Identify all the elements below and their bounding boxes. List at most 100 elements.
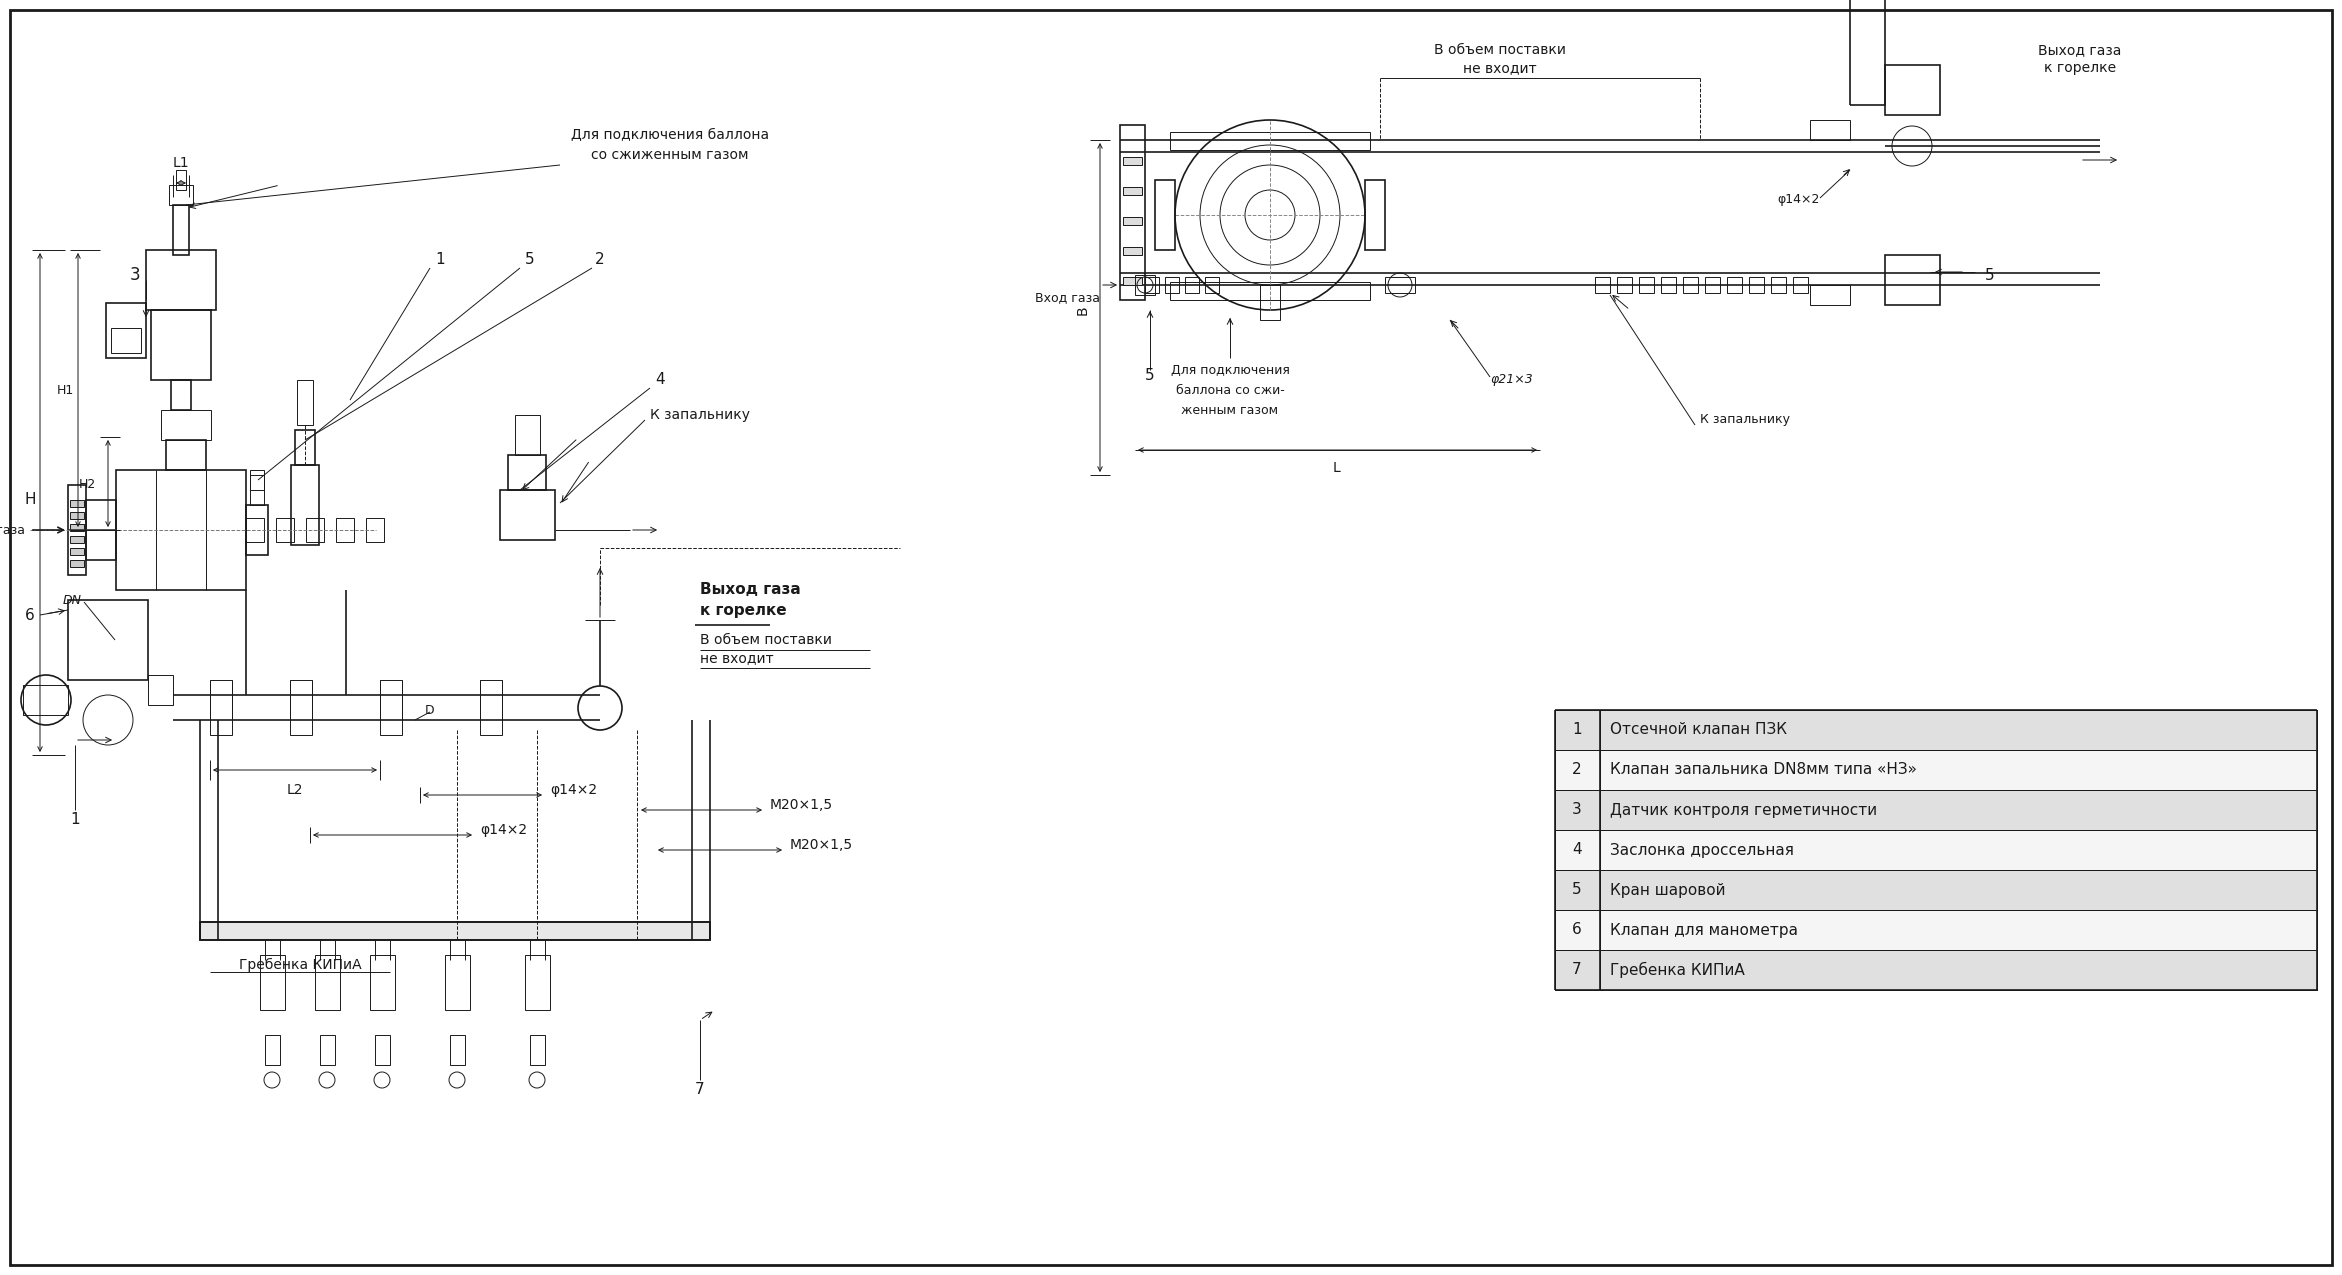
Bar bbox=[1119, 125, 1145, 300]
Text: Гребенка КИПиА: Гребенка КИПиА bbox=[239, 958, 361, 972]
Bar bbox=[1810, 120, 1850, 140]
Text: Клапан для манометра: Клапан для манометра bbox=[1609, 923, 1799, 937]
Text: φ14×2: φ14×2 bbox=[1778, 194, 1820, 207]
Bar bbox=[166, 440, 206, 470]
Text: H: H bbox=[23, 492, 35, 507]
Bar bbox=[246, 518, 265, 542]
Bar bbox=[1124, 247, 1143, 255]
Bar bbox=[1124, 187, 1143, 195]
Bar bbox=[23, 685, 68, 715]
Bar bbox=[70, 524, 84, 530]
Bar bbox=[1555, 790, 2316, 830]
Text: 5: 5 bbox=[525, 252, 534, 268]
Bar bbox=[70, 500, 84, 507]
Text: 5: 5 bbox=[1145, 367, 1155, 382]
Bar bbox=[1164, 277, 1178, 293]
Bar bbox=[1794, 277, 1808, 293]
Text: 3: 3 bbox=[129, 266, 141, 284]
Bar bbox=[480, 680, 501, 734]
Bar bbox=[1206, 277, 1218, 293]
Text: Вход газа: Вход газа bbox=[0, 524, 26, 537]
Text: женным газом: женным газом bbox=[1180, 403, 1279, 417]
Bar bbox=[251, 476, 265, 505]
Text: к горелке: к горелке bbox=[2045, 61, 2117, 75]
Text: 2: 2 bbox=[1571, 762, 1581, 778]
Text: не входит: не входит bbox=[1464, 61, 1536, 75]
Text: 4: 4 bbox=[1571, 843, 1581, 858]
Bar bbox=[87, 500, 117, 560]
Bar bbox=[1555, 950, 2316, 989]
Bar bbox=[1555, 750, 2316, 790]
Text: 7: 7 bbox=[696, 1082, 705, 1098]
Text: φ14×2: φ14×2 bbox=[480, 822, 527, 836]
Bar bbox=[1365, 180, 1384, 250]
Bar bbox=[1555, 750, 2316, 790]
Bar bbox=[169, 185, 192, 205]
Text: Вход газа: Вход газа bbox=[1035, 292, 1101, 305]
Bar bbox=[1850, 0, 1885, 105]
Bar bbox=[70, 560, 84, 567]
Bar bbox=[370, 955, 396, 1010]
Text: К запальнику: К запальнику bbox=[651, 408, 749, 422]
Text: Гребенка КИПиА: Гребенка КИПиА bbox=[1609, 961, 1745, 978]
Text: φ21×3: φ21×3 bbox=[1490, 374, 1532, 386]
Bar bbox=[105, 303, 145, 358]
Text: L2: L2 bbox=[286, 783, 302, 797]
Bar bbox=[70, 536, 84, 543]
Bar bbox=[1555, 910, 2316, 950]
Bar bbox=[1555, 830, 2316, 870]
Text: 3: 3 bbox=[1571, 802, 1581, 817]
Bar bbox=[1555, 710, 2316, 750]
Bar bbox=[1555, 870, 2316, 910]
Bar bbox=[1185, 277, 1199, 293]
Bar bbox=[246, 505, 267, 555]
Bar bbox=[290, 680, 311, 734]
Text: B: B bbox=[1075, 305, 1089, 315]
Bar bbox=[1555, 830, 2316, 870]
Bar bbox=[150, 310, 211, 380]
Bar bbox=[529, 1035, 546, 1065]
Bar bbox=[276, 518, 295, 542]
Bar bbox=[1145, 277, 1159, 293]
Bar bbox=[68, 484, 87, 575]
Bar bbox=[1124, 157, 1143, 164]
Text: 6: 6 bbox=[26, 607, 35, 622]
Text: 7: 7 bbox=[1571, 963, 1581, 978]
Text: В объем поставки: В объем поставки bbox=[700, 632, 831, 646]
Text: не входит: не входит bbox=[700, 652, 773, 666]
Bar bbox=[1384, 277, 1415, 293]
Bar bbox=[365, 518, 384, 542]
Bar bbox=[199, 922, 710, 940]
Text: 4: 4 bbox=[656, 372, 665, 388]
Bar bbox=[1124, 277, 1143, 286]
Text: М20×1,5: М20×1,5 bbox=[789, 838, 852, 852]
Text: φ14×2: φ14×2 bbox=[550, 783, 597, 797]
Bar bbox=[1810, 286, 1850, 305]
Text: H1: H1 bbox=[56, 384, 75, 397]
Bar bbox=[450, 1035, 466, 1065]
Text: 6: 6 bbox=[1571, 923, 1581, 937]
Bar bbox=[1885, 65, 1939, 115]
Text: 5: 5 bbox=[1571, 882, 1581, 898]
Bar bbox=[211, 680, 232, 734]
Text: D: D bbox=[426, 704, 436, 717]
Bar bbox=[1555, 950, 2316, 989]
Bar bbox=[1260, 286, 1281, 320]
Bar bbox=[1639, 277, 1653, 293]
Bar bbox=[525, 955, 550, 1010]
Bar bbox=[1660, 277, 1677, 293]
Bar bbox=[176, 170, 185, 190]
Bar bbox=[171, 380, 192, 411]
Text: В объем поставки: В объем поставки bbox=[1433, 43, 1567, 57]
Bar bbox=[499, 490, 555, 541]
Bar bbox=[445, 955, 471, 1010]
Text: 1: 1 bbox=[436, 252, 445, 268]
Bar bbox=[265, 1035, 281, 1065]
Bar bbox=[1885, 255, 1939, 305]
Bar bbox=[321, 1035, 335, 1065]
Bar bbox=[68, 601, 148, 680]
Bar bbox=[110, 328, 141, 353]
Text: Для подключения: Для подключения bbox=[1171, 363, 1290, 376]
Text: К запальнику: К запальнику bbox=[1700, 413, 1789, 427]
Text: DN: DN bbox=[63, 593, 82, 607]
